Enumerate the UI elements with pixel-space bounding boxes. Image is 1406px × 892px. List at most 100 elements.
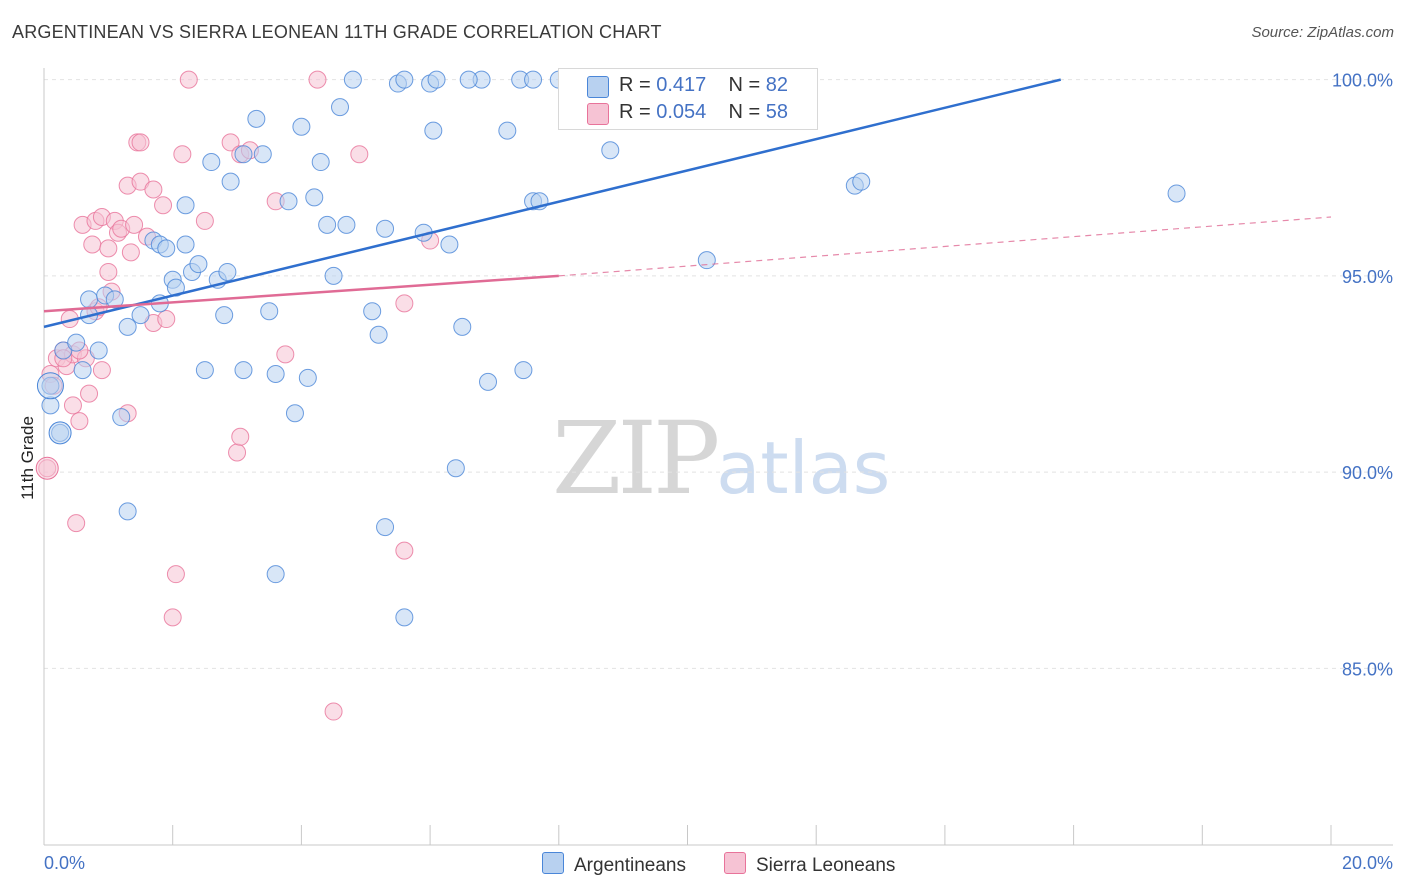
argentinean-point [67, 333, 86, 352]
sierra-leonean-point [67, 514, 86, 533]
argentinean-point [376, 219, 395, 238]
bottom-legend-argentineans: Argentineans [542, 852, 686, 877]
x-tick-label-min: 0.0% [44, 853, 85, 873]
sierra-leonean-point [121, 243, 140, 262]
argentinean-point [363, 302, 382, 321]
legend-r-value: 0.417 [656, 74, 707, 96]
bottom-legend-swatch-pink [724, 852, 746, 874]
argentinean-point [1167, 184, 1186, 203]
argentinean-point [524, 70, 543, 89]
sierra-leonean-point [173, 145, 192, 164]
argentinean-point [221, 172, 240, 191]
argentinean-point [202, 153, 221, 172]
argentinean-point [253, 145, 272, 164]
sierra-leonean-point-large [35, 456, 59, 480]
argentinean-point [260, 302, 279, 321]
legend-n-label: N = [728, 101, 766, 123]
sierra-leonean-point [157, 310, 176, 329]
argentinean-point [105, 290, 124, 309]
argentinean-point [369, 325, 388, 344]
argentinean-point [601, 141, 620, 160]
argentinean-point [424, 121, 443, 140]
sierra-leonean-trend-extension [558, 216, 1332, 277]
sierra-leonean-point [324, 702, 343, 721]
x-tick-label-max: 20.0% [1342, 853, 1393, 873]
argentinean-point [176, 196, 195, 215]
y-tick-label: 90.0% [1342, 463, 1393, 483]
argentinean-point [285, 404, 304, 423]
argentinean-point [41, 396, 60, 415]
argentinean-point [440, 235, 459, 254]
argentinean-point [395, 70, 414, 89]
sierra-leonean-point [154, 196, 173, 215]
argentinean-point [215, 306, 234, 325]
argentinean-point [331, 98, 350, 117]
argentinean-point [131, 306, 150, 325]
argentinean-point [157, 239, 176, 258]
argentinean-point [446, 459, 465, 478]
argentinean-point [279, 192, 298, 211]
sierra-leonean-point [70, 412, 89, 431]
argentinean-point [118, 502, 137, 521]
legend-n-value: 82 [765, 74, 789, 96]
sierra-leonean-point [166, 565, 185, 584]
argentinean-point [697, 251, 716, 270]
sierra-leonean-point [350, 145, 369, 164]
chart-title: ARGENTINEAN VS SIERRA LEONEAN 11TH GRADE… [12, 22, 662, 42]
sierra-leonean-point [228, 443, 247, 462]
sierra-leonean-point [80, 384, 99, 403]
argentinean-point [852, 172, 871, 191]
sierra-leonean-point [395, 541, 414, 560]
argentinean-trend-line [43, 78, 1062, 329]
argentinean-point [298, 368, 317, 387]
legend-swatch-pink [587, 103, 609, 125]
watermark-zip: ZIP [552, 400, 720, 517]
argentinean-point [234, 361, 253, 380]
argentinean-point [305, 188, 324, 207]
argentinean-point [266, 565, 285, 584]
y-tick-label: 85.0% [1342, 659, 1393, 679]
argentinean-point [247, 109, 266, 128]
argentinean-point [234, 145, 253, 164]
legend-text: R = 0.054 N = 58 [619, 101, 788, 124]
sierra-leonean-point [83, 235, 102, 254]
argentinean-point-large [36, 372, 64, 400]
sierra-leonean-point [92, 361, 111, 380]
bottom-legend-label: Argentineans [574, 855, 686, 876]
sierra-leonean-point [99, 262, 118, 281]
sierra-leonean-point [163, 608, 182, 627]
sierra-leonean-point [195, 211, 214, 230]
legend-r-value: 0.054 [656, 101, 707, 123]
argentinean-point [73, 361, 92, 380]
sierra-leonean-point [308, 70, 327, 89]
argentinean-point [459, 70, 478, 89]
sierra-leonean-point [125, 215, 144, 234]
argentinean-point [514, 361, 533, 380]
legend-box: R = 0.417 N = 82 R = 0.054 N = 58 [558, 68, 818, 130]
argentinean-point [337, 215, 356, 234]
bottom-legend-swatch-blue [542, 852, 564, 874]
legend-n-label: N = [728, 74, 766, 96]
argentinean-point [498, 121, 517, 140]
argentinean-point [195, 361, 214, 380]
legend-swatch-blue [587, 76, 609, 98]
y-tick-label: 95.0% [1342, 267, 1393, 287]
sierra-leonean-point [395, 294, 414, 313]
watermark-atlas: atlas [716, 426, 891, 510]
argentinean-point [218, 262, 237, 281]
argentinean-point [89, 341, 108, 360]
argentinean-point [292, 117, 311, 136]
argentinean-point-large [48, 421, 72, 445]
sierra-leonean-point [179, 70, 198, 89]
argentinean-point [343, 70, 362, 89]
argentinean-point [395, 608, 414, 627]
sierra-leonean-point [144, 180, 163, 199]
argentinean-point [453, 317, 472, 336]
sierra-leonean-point [63, 396, 82, 415]
argentinean-point [112, 408, 131, 427]
argentinean-point [80, 290, 99, 309]
argentinean-point [189, 255, 208, 274]
sierra-leonean-point [99, 239, 118, 258]
legend-r-label: R = [619, 74, 657, 96]
argentinean-point [166, 278, 185, 297]
